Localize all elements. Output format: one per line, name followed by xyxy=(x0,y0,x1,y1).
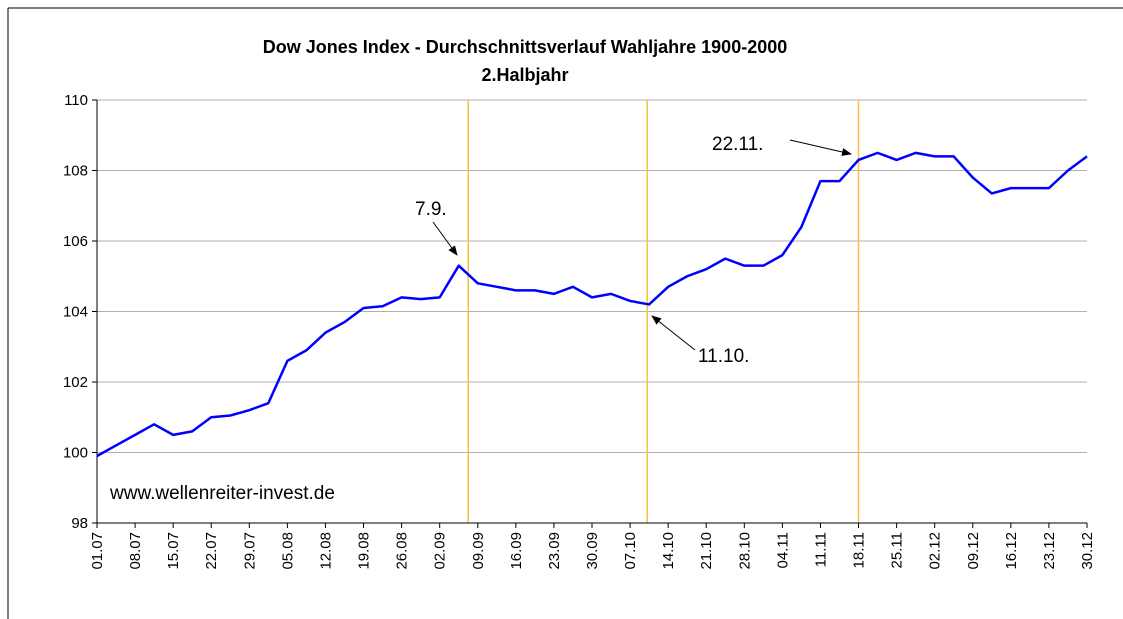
chart-title: Dow Jones Index - Durchschnittsverlauf W… xyxy=(263,37,788,57)
x-tick-label: 16.09 xyxy=(508,532,525,570)
x-tick-label: 22.07 xyxy=(203,532,220,570)
x-tick-label: 26.08 xyxy=(394,532,411,570)
y-tick-label: 106 xyxy=(63,233,88,250)
annotation-arrow xyxy=(432,221,458,256)
x-tick-label: 23.09 xyxy=(546,532,563,570)
x-tick-label: 30.09 xyxy=(584,532,601,570)
annotation-arrow xyxy=(651,315,696,351)
x-tick-label: 16.12 xyxy=(1003,532,1020,570)
chart-subtitle: 2.Halbjahr xyxy=(481,65,568,85)
x-tick-label: 07.10 xyxy=(622,532,639,570)
x-tick-label: 25.11 xyxy=(889,532,906,568)
y-tick-label: 98 xyxy=(71,515,88,532)
x-tick-label: 21.10 xyxy=(698,532,715,570)
x-tick-label: 09.09 xyxy=(470,532,487,570)
x-tick-label: 08.07 xyxy=(127,532,144,570)
annotation: www.wellenreiter-invest.de xyxy=(109,483,335,504)
annotation: 7.9. xyxy=(415,199,447,220)
annotation: 11.10. xyxy=(698,346,749,367)
x-tick-label: 15.07 xyxy=(165,532,182,570)
x-tick-label: 05.08 xyxy=(279,532,296,570)
x-tick-label: 01.07 xyxy=(89,532,106,570)
x-tick-label: 02.09 xyxy=(432,532,449,570)
x-tick-label: 29.07 xyxy=(241,532,258,570)
x-tick-label: 23.12 xyxy=(1041,532,1058,570)
x-tick-label: 04.11 xyxy=(774,532,791,568)
y-tick-label: 102 xyxy=(63,374,88,391)
x-tick-label: 11.11 xyxy=(812,532,829,567)
annotation: 22.11. xyxy=(712,134,763,155)
y-tick-label: 100 xyxy=(63,445,88,462)
data-line xyxy=(96,151,1088,458)
y-tick-label: 108 xyxy=(63,163,88,180)
x-tick-label: 14.10 xyxy=(660,532,677,570)
x-tick-label: 02.12 xyxy=(927,532,944,570)
x-tick-label: 12.08 xyxy=(317,532,334,570)
y-tick-label: 110 xyxy=(64,92,88,109)
x-tick-label: 19.08 xyxy=(356,532,373,570)
x-tick-label: 09.12 xyxy=(965,532,982,570)
x-tick-label: 18.11 xyxy=(851,532,868,568)
x-tick-label: 30.12 xyxy=(1079,532,1096,570)
x-tick-label: 28.10 xyxy=(736,532,753,570)
annotation-arrow xyxy=(789,139,852,156)
y-tick-label: 104 xyxy=(63,304,88,321)
